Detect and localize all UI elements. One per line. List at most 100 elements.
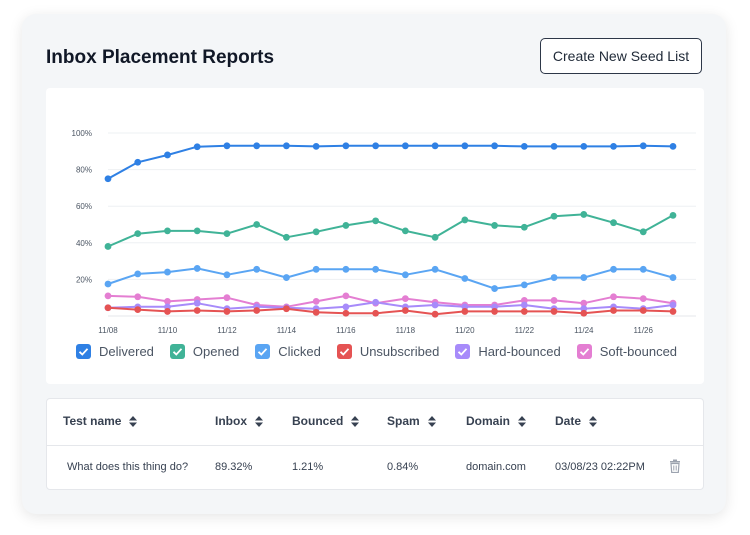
data-point[interactable] <box>520 308 528 315</box>
data-point[interactable] <box>550 308 558 315</box>
data-point[interactable] <box>610 265 617 273</box>
data-point[interactable] <box>431 265 439 273</box>
data-point[interactable] <box>283 305 290 313</box>
data-point[interactable] <box>283 233 290 241</box>
data-point[interactable] <box>639 265 647 273</box>
data-point[interactable] <box>580 309 588 317</box>
data-point[interactable] <box>550 212 558 220</box>
data-point[interactable] <box>193 299 201 307</box>
legend-item-clicked[interactable]: Clicked <box>255 344 321 359</box>
data-point[interactable] <box>134 293 142 301</box>
trash-icon[interactable] <box>669 459 681 473</box>
legend-item-opened[interactable]: Opened <box>169 344 239 359</box>
data-point[interactable] <box>520 301 528 309</box>
data-point[interactable] <box>580 211 588 218</box>
data-point[interactable] <box>401 295 409 303</box>
data-point[interactable] <box>401 227 409 235</box>
column-header-bounced[interactable]: Bounced <box>292 414 360 428</box>
data-point[interactable] <box>610 307 617 314</box>
data-point[interactable] <box>461 308 469 315</box>
checkbox-checked-icon[interactable] <box>576 344 592 359</box>
checkbox-checked-icon[interactable] <box>455 344 471 359</box>
legend-item-hard-bounced[interactable]: Hard-bounced <box>455 344 561 359</box>
data-point[interactable] <box>164 151 171 159</box>
data-point[interactable] <box>520 142 528 150</box>
legend-item-delivered[interactable]: Delivered <box>76 344 154 359</box>
data-point[interactable] <box>431 310 439 318</box>
data-point[interactable] <box>164 297 171 305</box>
data-point[interactable] <box>639 295 647 303</box>
data-point[interactable] <box>164 268 171 276</box>
data-point[interactable] <box>342 222 350 229</box>
data-point[interactable] <box>639 228 647 236</box>
data-point[interactable] <box>253 307 261 314</box>
data-point[interactable] <box>491 285 498 292</box>
column-header-domain[interactable]: Domain <box>466 414 527 428</box>
data-point[interactable] <box>223 294 231 302</box>
data-point[interactable] <box>580 274 588 281</box>
data-point[interactable] <box>312 297 320 305</box>
data-point[interactable] <box>283 142 290 150</box>
data-point[interactable] <box>580 142 588 150</box>
data-point[interactable] <box>461 216 469 224</box>
data-point[interactable] <box>253 221 261 228</box>
data-point[interactable] <box>134 158 142 166</box>
data-point[interactable] <box>491 142 498 150</box>
data-point[interactable] <box>610 219 617 227</box>
data-point[interactable] <box>372 309 380 317</box>
data-point[interactable] <box>283 274 290 281</box>
data-point[interactable] <box>372 142 380 150</box>
data-point[interactable] <box>164 308 171 315</box>
data-point[interactable] <box>610 293 617 301</box>
column-header-spam[interactable]: Spam <box>387 414 436 428</box>
data-point[interactable] <box>610 142 617 150</box>
data-point[interactable] <box>312 308 320 316</box>
data-point[interactable] <box>461 142 469 150</box>
data-point[interactable] <box>193 143 201 151</box>
data-point[interactable] <box>223 230 231 238</box>
data-point[interactable] <box>223 308 231 315</box>
data-point[interactable] <box>104 304 112 312</box>
data-point[interactable] <box>669 211 677 219</box>
create-seed-list-button[interactable]: Create New Seed List <box>540 38 702 74</box>
data-point[interactable] <box>193 265 201 272</box>
data-point[interactable] <box>669 308 677 315</box>
column-header-date[interactable]: Date <box>555 414 598 428</box>
data-point[interactable] <box>520 281 528 289</box>
data-point[interactable] <box>491 308 498 315</box>
data-point[interactable] <box>491 222 498 229</box>
checkbox-checked-icon[interactable] <box>336 344 352 359</box>
data-point[interactable] <box>550 142 558 150</box>
checkbox-checked-icon[interactable] <box>76 344 91 359</box>
data-point[interactable] <box>401 271 409 279</box>
data-point[interactable] <box>461 275 469 282</box>
data-point[interactable] <box>193 227 201 235</box>
data-point[interactable] <box>312 228 320 236</box>
data-point[interactable] <box>253 142 261 150</box>
column-header-inbox[interactable]: Inbox <box>215 414 263 428</box>
data-point[interactable] <box>372 217 380 225</box>
data-point[interactable] <box>372 265 380 273</box>
data-point[interactable] <box>342 265 350 273</box>
data-point[interactable] <box>312 142 320 150</box>
data-point[interactable] <box>223 142 231 150</box>
legend-item-unsubscribed[interactable]: Unsubscribed <box>336 344 439 359</box>
data-point[interactable] <box>372 298 380 306</box>
data-point[interactable] <box>342 309 350 317</box>
data-point[interactable] <box>550 274 558 281</box>
data-point[interactable] <box>134 306 142 313</box>
data-point[interactable] <box>401 307 409 314</box>
data-point[interactable] <box>431 142 439 150</box>
data-point[interactable] <box>193 307 201 314</box>
data-point[interactable] <box>669 142 677 150</box>
data-point[interactable] <box>134 270 142 278</box>
data-point[interactable] <box>342 142 350 150</box>
data-point[interactable] <box>520 223 528 231</box>
column-header-test-name[interactable]: Test name <box>63 414 138 428</box>
data-point[interactable] <box>312 265 320 273</box>
data-point[interactable] <box>104 175 112 183</box>
data-point[interactable] <box>253 265 261 273</box>
data-point[interactable] <box>669 274 677 281</box>
data-point[interactable] <box>550 297 558 304</box>
data-point[interactable] <box>431 301 439 309</box>
